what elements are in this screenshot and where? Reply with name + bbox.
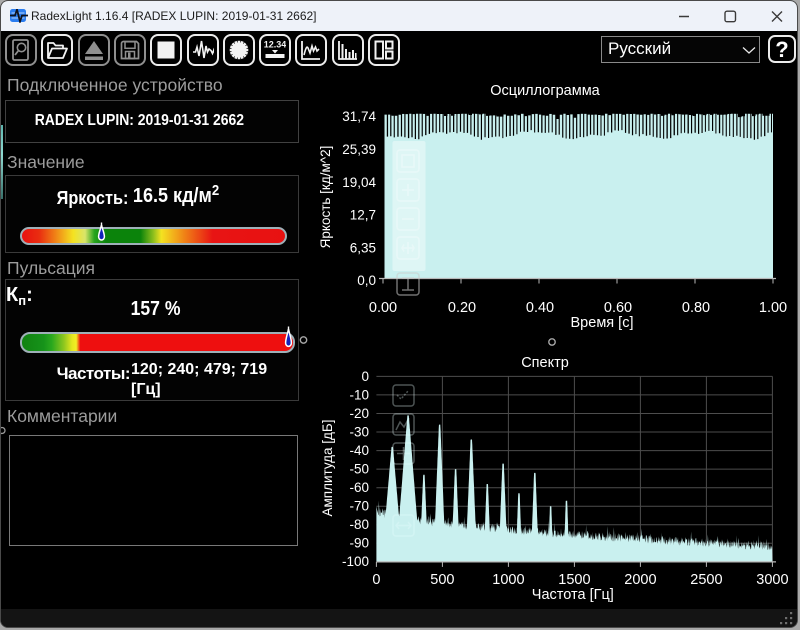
svg-text:31,74: 31,74 [342, 109, 376, 124]
svg-text:0.80: 0.80 [682, 300, 710, 316]
svg-text:25,39: 25,39 [342, 142, 376, 157]
svg-text:-60: -60 [349, 480, 369, 495]
svg-text:0.60: 0.60 [604, 300, 632, 316]
svg-text:-50: -50 [349, 462, 369, 477]
svg-text:0.20: 0.20 [448, 300, 476, 316]
svg-text:0: 0 [361, 369, 369, 384]
svg-text:1.00: 1.00 [759, 300, 787, 316]
svg-text:2500: 2500 [690, 572, 722, 588]
svg-text:0.40: 0.40 [526, 300, 554, 316]
svg-text:6,35: 6,35 [350, 240, 376, 255]
svg-text:Частота [Гц]: Частота [Гц] [532, 587, 614, 603]
svg-text:0,0: 0,0 [357, 273, 376, 288]
svg-text:Амплитуда [дБ]: Амплитуда [дБ] [320, 419, 335, 516]
svg-text:500: 500 [430, 572, 454, 588]
svg-text:-20: -20 [349, 406, 369, 421]
svg-text:2000: 2000 [624, 572, 656, 588]
svg-text:3000: 3000 [756, 572, 788, 588]
svg-text:Осциллограмма: Осциллограмма [490, 83, 600, 99]
svg-text:-90: -90 [349, 536, 369, 551]
svg-text:-70: -70 [349, 499, 369, 514]
svg-text:19,04: 19,04 [342, 175, 376, 190]
svg-text:12,7: 12,7 [350, 208, 376, 223]
svg-text:1500: 1500 [558, 572, 590, 588]
svg-text:-40: -40 [349, 443, 369, 458]
svg-text:0: 0 [372, 572, 380, 588]
svg-text:Яркость [кд/м^2]: Яркость [кд/м^2] [318, 146, 333, 249]
svg-text:-10: -10 [349, 388, 369, 403]
svg-text:Время [с]: Время [с] [571, 315, 634, 331]
svg-text:0.00: 0.00 [369, 300, 397, 316]
svg-text:12.34: 12.34 [264, 40, 286, 50]
svg-text:-30: -30 [349, 425, 369, 440]
svg-text:-80: -80 [349, 517, 369, 532]
svg-text:-100: -100 [342, 554, 369, 569]
svg-text:1000: 1000 [492, 572, 524, 588]
svg-text:Спектр: Спектр [521, 355, 569, 371]
